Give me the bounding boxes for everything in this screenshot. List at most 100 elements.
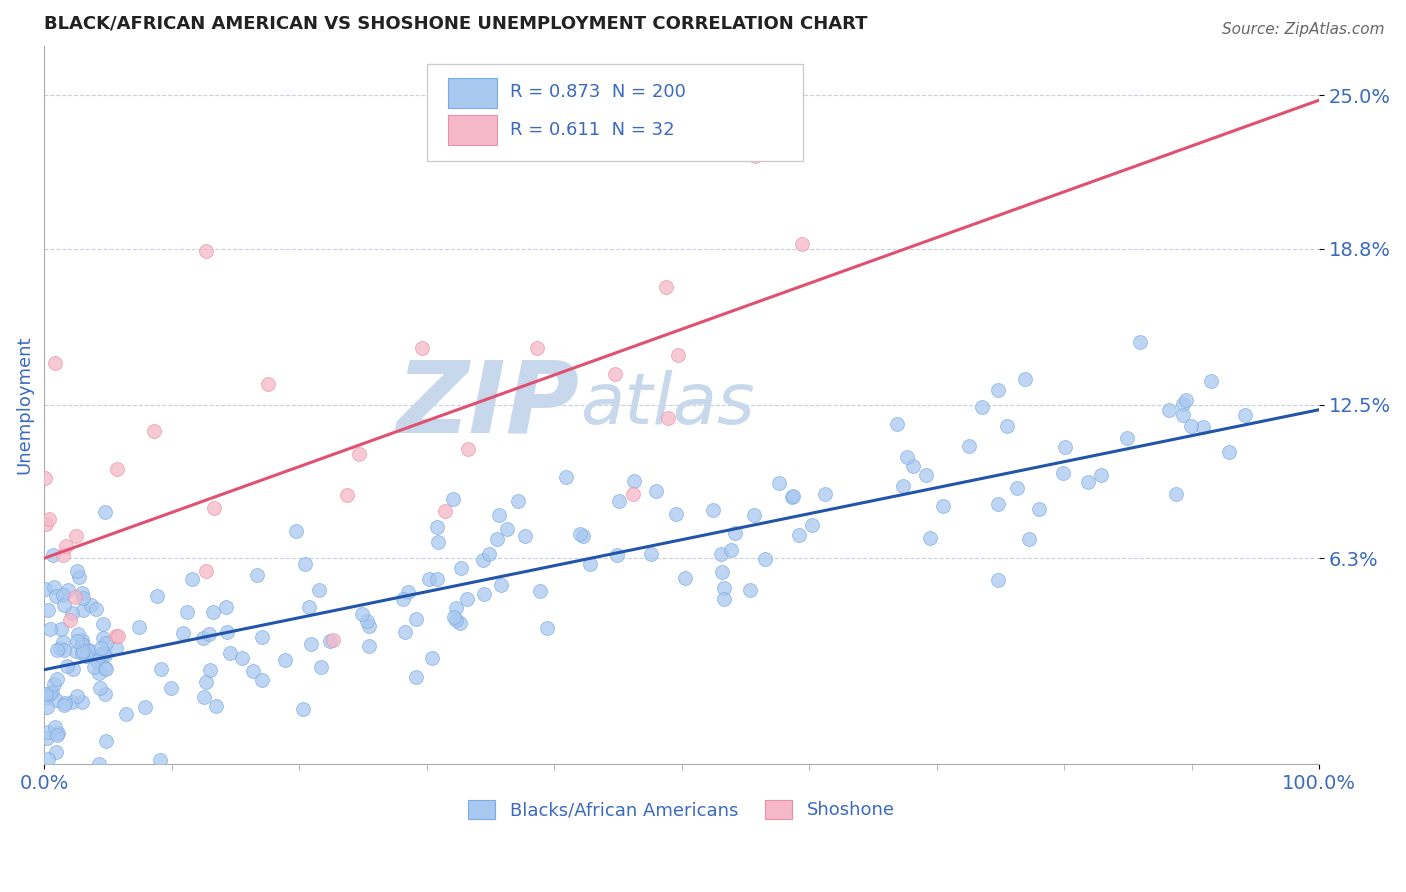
Point	[49, 640, 72, 655]
Point	[66, 627, 89, 641]
Point	[1166, 487, 1188, 501]
Point	[420, 651, 443, 665]
Point	[1199, 374, 1222, 388]
Point	[231, 651, 253, 665]
Point	[1173, 409, 1195, 423]
Point	[605, 367, 627, 381]
Point	[91, 646, 114, 660]
Point	[65, 643, 87, 657]
Point	[623, 475, 645, 489]
Point	[52, 549, 75, 563]
Point	[299, 637, 322, 651]
Point	[274, 653, 297, 667]
Point	[1129, 334, 1152, 349]
Point	[571, 529, 593, 543]
Point	[787, 528, 810, 542]
Point	[72, 643, 94, 657]
Point	[1180, 419, 1202, 434]
Point	[202, 500, 225, 515]
Point	[426, 572, 449, 586]
Point	[713, 592, 735, 607]
Point	[801, 517, 824, 532]
Point	[391, 591, 413, 606]
Point	[606, 548, 628, 562]
Legend: Blacks/African Americans, Shoshone: Blacks/African Americans, Shoshone	[461, 793, 903, 827]
Point	[298, 599, 321, 614]
Point	[90, 640, 112, 655]
Point	[172, 626, 194, 640]
Text: Source: ZipAtlas.com: Source: ZipAtlas.com	[1222, 22, 1385, 37]
Point	[149, 753, 172, 767]
Point	[309, 660, 332, 674]
Point	[250, 631, 273, 645]
Point	[472, 587, 495, 601]
Point	[46, 726, 69, 740]
Point	[790, 237, 813, 252]
Point	[45, 728, 67, 742]
Point	[56, 658, 79, 673]
Point	[711, 565, 734, 579]
Point	[496, 522, 519, 536]
Point	[426, 520, 449, 534]
Point	[986, 573, 1008, 587]
Point	[42, 677, 65, 691]
Point	[198, 626, 221, 640]
Point	[59, 613, 82, 627]
Point	[609, 494, 631, 508]
Point	[477, 547, 499, 561]
Point	[215, 625, 238, 640]
Point	[149, 662, 172, 676]
Point	[35, 516, 58, 531]
Point	[256, 376, 278, 391]
Point	[205, 698, 228, 713]
Point	[89, 756, 111, 771]
Point	[456, 592, 478, 607]
Point	[411, 341, 433, 355]
Text: BLACK/AFRICAN AMERICAN VS SHOSHONE UNEMPLOYMENT CORRELATION CHART: BLACK/AFRICAN AMERICAN VS SHOSHONE UNEMP…	[44, 15, 868, 33]
Point	[294, 557, 316, 571]
FancyBboxPatch shape	[449, 115, 496, 145]
Point	[52, 643, 75, 657]
FancyBboxPatch shape	[426, 63, 803, 161]
Point	[34, 582, 56, 596]
Point	[35, 731, 58, 745]
Point	[987, 497, 1010, 511]
Point	[1053, 440, 1076, 454]
Point	[724, 525, 747, 540]
Point	[63, 590, 86, 604]
Point	[246, 568, 269, 582]
Point	[640, 547, 662, 561]
Point	[508, 494, 530, 508]
Point	[444, 601, 467, 615]
Point	[1052, 467, 1074, 481]
Point	[903, 458, 925, 473]
Point	[107, 629, 129, 643]
Point	[1005, 481, 1028, 495]
Point	[347, 447, 370, 461]
Point	[70, 638, 93, 652]
Point	[91, 631, 114, 645]
Point	[529, 583, 551, 598]
Point	[160, 681, 183, 695]
Point	[1218, 445, 1240, 459]
Point	[195, 564, 218, 578]
Point	[713, 581, 735, 595]
Point	[52, 588, 75, 602]
Point	[673, 571, 696, 585]
Point	[666, 348, 689, 362]
Point	[434, 504, 457, 518]
Point	[405, 670, 427, 684]
Point	[72, 695, 94, 709]
Point	[1018, 533, 1040, 547]
Point	[457, 442, 479, 456]
Point	[1234, 408, 1257, 422]
Point	[621, 487, 644, 501]
Point	[356, 614, 378, 628]
Point	[485, 532, 508, 546]
Point	[44, 356, 66, 370]
Point	[42, 548, 65, 562]
Point	[1014, 372, 1036, 386]
Point	[657, 411, 679, 425]
Point	[115, 707, 138, 722]
Point	[146, 589, 169, 603]
